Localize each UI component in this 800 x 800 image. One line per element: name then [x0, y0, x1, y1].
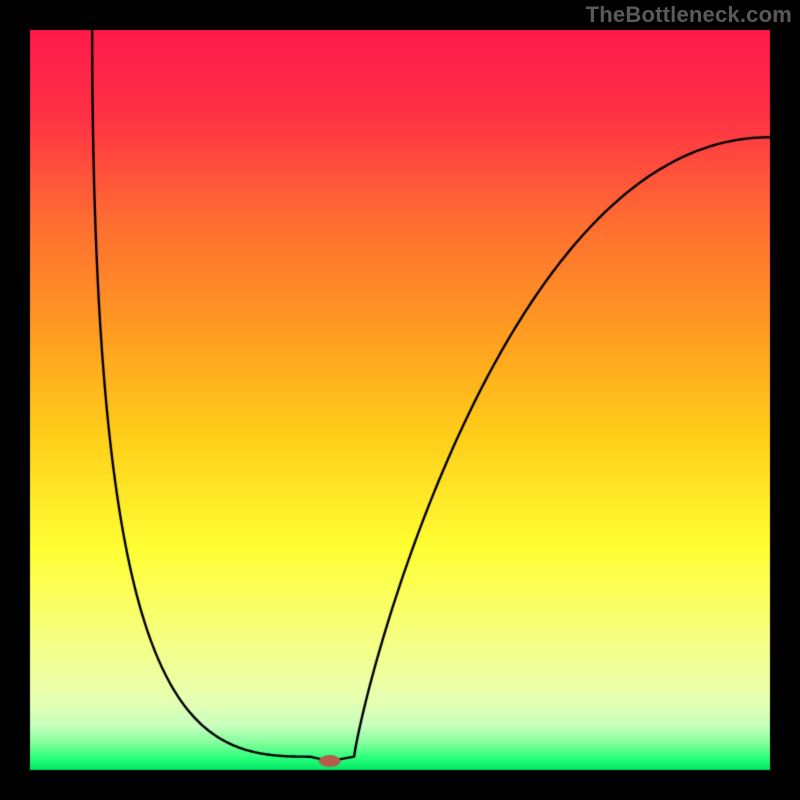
bottleneck-chart-canvas	[0, 0, 800, 800]
chart-container: TheBottleneck.com	[0, 0, 800, 800]
